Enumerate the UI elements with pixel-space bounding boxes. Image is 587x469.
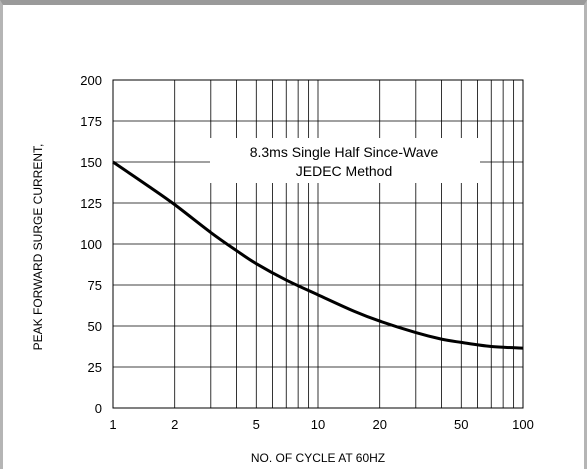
x-tick-label: 2	[171, 417, 178, 432]
y-axis-label: PEAK FORWARD SURGE CURRENT,	[31, 144, 45, 351]
x-tick-label: 100	[512, 417, 534, 432]
grid	[112, 79, 524, 409]
annotation-line-1: 8.3ms Single Half Since-Wave	[250, 144, 439, 160]
annotation-box	[210, 138, 480, 183]
y-tick-label: 150	[80, 155, 102, 170]
y-tick-label: 100	[80, 237, 102, 252]
y-tick-label: 175	[80, 114, 102, 129]
x-tick-label: 20	[372, 417, 386, 432]
series-line	[112, 160, 524, 350]
y-tick-label: 50	[88, 319, 102, 334]
x-tick-label: 10	[311, 417, 325, 432]
y-tick-label: 0	[95, 401, 102, 416]
y-tick-label: 200	[80, 73, 102, 88]
y-tick-label: 125	[80, 196, 102, 211]
x-tick-label: 5	[253, 417, 260, 432]
x-axis-label: NO. OF CYCLE AT 60HZ	[251, 451, 385, 465]
y-tick-label: 75	[88, 278, 102, 293]
annotation-line-2: JEDEC Method	[296, 163, 392, 179]
x-tick-label: 1	[109, 417, 116, 432]
x-tick-label: 50	[454, 417, 468, 432]
y-tick-label: 25	[88, 360, 102, 375]
plot-border	[112, 79, 524, 409]
